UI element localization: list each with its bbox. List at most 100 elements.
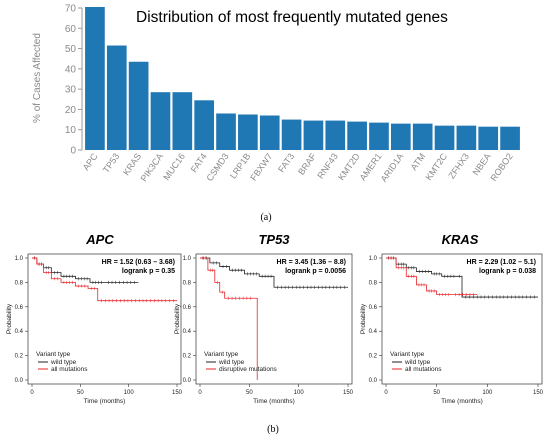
- bar-category-label: FAT3: [276, 151, 296, 174]
- km-y-tick-label: 0.2: [183, 354, 192, 360]
- bar-y-tick-label: 50: [65, 44, 77, 55]
- km-hazard-ratio: HR = 3.45 (1.36 – 8.8): [277, 259, 346, 266]
- bar-rnf43: [325, 120, 346, 150]
- km-x-tick-label: 50: [77, 390, 84, 396]
- bar-nbea: [478, 126, 499, 150]
- bar-category-label: ARID1A: [379, 151, 406, 183]
- bar-robo2: [500, 126, 520, 150]
- km-legend-entry: all mutations: [405, 366, 442, 373]
- bar-category-label: FAT4: [189, 151, 209, 174]
- bar-y-tick-label: 40: [65, 64, 77, 75]
- bar-braf: [303, 120, 324, 150]
- km-hazard-ratio: HR = 2.29 (1.02 – 5.1): [467, 259, 536, 266]
- km-plot-tp53: TP53 0.0 0.2 0.4 0.6 0.8 1.0 0 50 100 150 Time (mon…: [174, 232, 354, 405]
- bar-category-label: ZFHX3: [446, 151, 471, 180]
- km-y-tick-label: 0.4: [183, 329, 192, 335]
- km-plot-frame: [27, 253, 182, 385]
- km-y-tick-label: 0.8: [183, 280, 192, 286]
- bar-category-label: KMT2C: [423, 151, 449, 182]
- bar-chart-bars: [85, 6, 520, 150]
- km-y-tick-label: 1.0: [369, 256, 378, 262]
- km-title: APC: [85, 232, 114, 247]
- km-x-tick-label: 50: [433, 390, 440, 396]
- km-x-tick-label: 150: [343, 390, 354, 396]
- km-curve-wild-type: [386, 257, 538, 298]
- km-y-tick-label: 0.0: [183, 378, 192, 384]
- km-legend-entry: all mutations: [51, 366, 88, 373]
- km-logrank-p: logrank p = 0.35: [122, 268, 175, 275]
- km-x-tick-label: 0: [30, 390, 34, 396]
- km-title: KRAS: [442, 232, 479, 247]
- bar-arid1a: [390, 123, 411, 150]
- km-y-tick-label: 0.2: [369, 354, 378, 360]
- km-y-tick-label: 1.0: [183, 256, 192, 262]
- km-y-axis-label: Probability: [6, 303, 13, 334]
- km-x-tick-label: 50: [246, 390, 253, 396]
- bar-category-label: MUC16: [161, 151, 187, 182]
- bar-category-label: CSMD3: [204, 151, 230, 183]
- bar-lrp1b: [238, 114, 258, 150]
- bar-chart-y-axis-label: % of Cases Affected: [32, 33, 43, 123]
- bar-csmd3: [216, 113, 236, 150]
- bar-y-tick-label: 20: [65, 105, 77, 116]
- km-curve-all-mutations: [32, 257, 177, 302]
- km-curve-wild-type: [200, 257, 348, 288]
- bar-y-tick-label: 70: [65, 4, 77, 15]
- bar-pik3ca: [150, 92, 171, 150]
- km-title: TP53: [258, 232, 290, 247]
- km-x-tick-label: 100: [482, 390, 493, 396]
- km-x-axis-label: Time (months): [441, 398, 483, 405]
- km-plot-frame: [381, 253, 543, 385]
- bar-tp53: [106, 45, 127, 150]
- km-y-tick-label: 0.8: [369, 280, 378, 286]
- km-y-tick-label: 1.0: [15, 256, 24, 262]
- bar-apc: [85, 6, 105, 150]
- km-plot-kras: KRAS 0.0 0.2 0.4 0.6 0.8 1.0 0 50 100 150 Time (mon…: [360, 232, 544, 405]
- bar-kmt2d: [347, 121, 367, 150]
- km-x-tick-label: 150: [172, 390, 183, 396]
- km-legend-title: Variant type: [390, 351, 425, 358]
- km-x-tick-label: 100: [124, 390, 135, 396]
- km-y-tick-label: 0.6: [369, 305, 378, 311]
- km-legend-title: Variant type: [204, 351, 239, 358]
- bar-zfhx3: [456, 125, 477, 150]
- bar-chart-title: Distribution of most frequently mutated …: [136, 9, 448, 26]
- km-x-tick-label: 150: [533, 390, 544, 396]
- km-y-tick-label: 0.0: [15, 378, 24, 384]
- km-logrank-p: logrank p = 0.0056: [285, 268, 346, 275]
- km-legend-entry: wild type: [404, 359, 431, 366]
- bar-category-label: APC: [81, 151, 100, 172]
- bar-y-tick-label: 60: [65, 24, 77, 35]
- km-legend-entry: wild type: [218, 359, 245, 366]
- bar-category-label: NBEA: [471, 151, 493, 177]
- panel-label-b: (b): [267, 424, 279, 435]
- km-y-tick-label: 0.4: [15, 329, 24, 335]
- km-y-axis-label: Probability: [174, 303, 181, 334]
- bar-y-tick-label: 0: [70, 146, 76, 157]
- km-curve-disruptive-mutations: [200, 257, 258, 380]
- bar-category-label: ROBO2: [488, 151, 514, 183]
- km-y-tick-label: 0.6: [15, 305, 24, 311]
- bar-category-label: FBXW7: [248, 151, 274, 182]
- bar-atm: [412, 123, 433, 150]
- km-y-tick-label: 0.0: [369, 378, 378, 384]
- km-x-tick-label: 0: [198, 390, 202, 396]
- bar-category-label: TP53: [101, 151, 122, 174]
- bar-category-label: PIK3CA: [139, 151, 166, 183]
- bar-kras: [128, 61, 149, 150]
- bar-kmt2c: [434, 125, 455, 150]
- km-x-axis-label: Time (months): [253, 398, 295, 405]
- bar-y-tick-label: 10: [65, 125, 77, 136]
- km-plot-apc: APC 0.0 0.2 0.4 0.6 0.8 1.0 0 50 100 150 Time (mont…: [6, 232, 183, 405]
- km-plot-frame: [195, 253, 353, 385]
- km-legend-title: Variant type: [36, 351, 71, 358]
- km-y-tick-label: 0.2: [15, 354, 24, 360]
- km-y-axis-label: Probability: [360, 303, 367, 334]
- panel-label-a: (a): [260, 212, 271, 223]
- km-legend-entry: wild type: [50, 359, 77, 366]
- km-x-tick-label: 100: [294, 390, 305, 396]
- km-x-tick-label: 0: [384, 390, 388, 396]
- bar-fat4: [194, 100, 215, 150]
